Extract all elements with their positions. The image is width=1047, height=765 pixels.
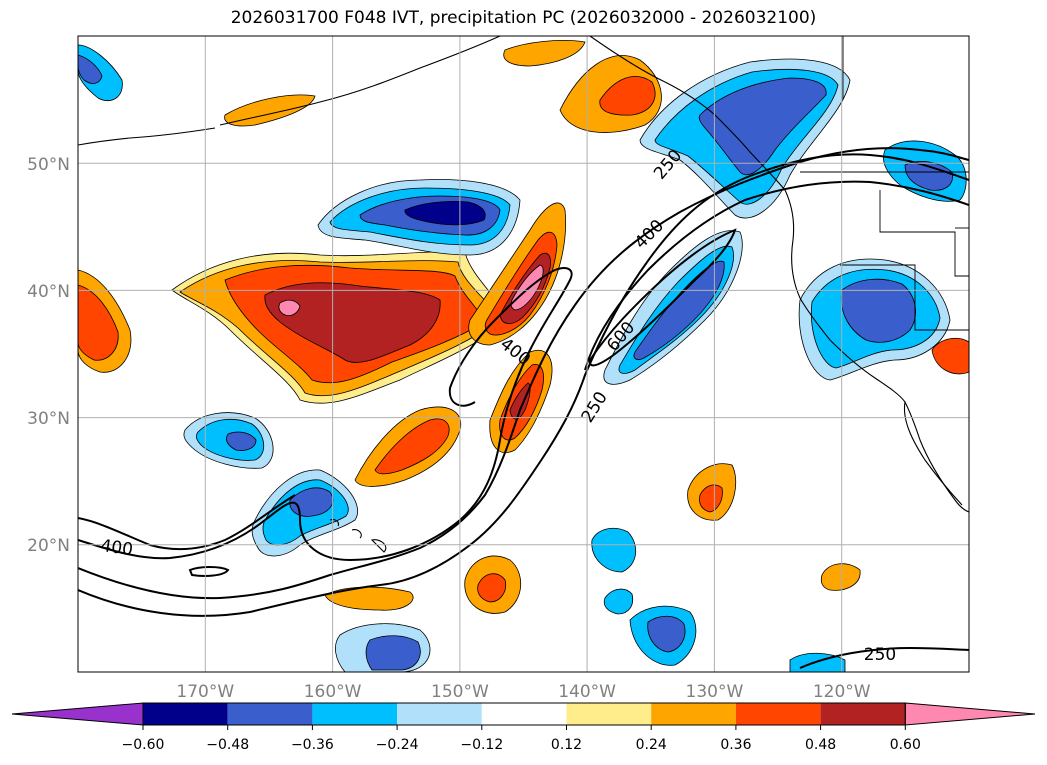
ivt-contour-400-outer	[78, 147, 969, 600]
y-tick-label: 20°N	[27, 536, 70, 556]
precip-region-negative-rockies-medium	[904, 161, 953, 191]
precip-region-subtropical-red	[374, 418, 450, 475]
colorbar-tick-label: 0.48	[805, 737, 836, 753]
coastlines	[78, 36, 969, 553]
colorbar-frame	[142, 702, 906, 726]
x-tick-label: 150°W	[431, 682, 489, 702]
y-tick-label: 40°N	[27, 282, 70, 302]
y-tick-label: 30°N	[27, 409, 70, 429]
precip-region-gulf-alaska-red	[599, 76, 656, 116]
colorbar-tick-label: −0.48	[206, 737, 249, 753]
precip-region-aleutian	[224, 94, 316, 127]
colorbar-tick-label: 0.36	[720, 737, 751, 753]
x-tick-label: 160°W	[304, 682, 362, 702]
ivt-contour-250-se	[799, 646, 969, 669]
colorbar-segment	[397, 703, 482, 725]
precip-region-bering	[503, 40, 586, 67]
precip-region-negative-south-a	[591, 527, 636, 573]
border-state-north	[879, 190, 969, 277]
ivt-contour-250-west	[78, 153, 969, 617]
colorbar-tick-label: 0.60	[890, 737, 921, 753]
colorbar-segment	[227, 703, 313, 725]
precip-region-positive-darkred	[264, 282, 441, 363]
ivt-label: 250	[864, 645, 896, 665]
gridlines	[78, 36, 969, 672]
x-axis-labels: 170°W 160°W 150°W 140°W 130°W 120°W	[176, 682, 870, 702]
map-area: 250 400 400 600 250 400 250	[78, 36, 969, 672]
colorbar-extend-low	[11, 702, 144, 726]
precip-region-negative-south-b-medium	[647, 615, 686, 653]
colorbar-tick-label: 0.12	[551, 737, 582, 753]
colorbar-segment	[820, 703, 906, 725]
colorbar-tick-label: −0.24	[376, 737, 419, 753]
x-tick-label: 170°W	[176, 682, 234, 702]
ivt-contour-400-inner	[584, 180, 969, 371]
colorbar-tick-label: −0.60	[122, 737, 165, 753]
precip-region-negative-tropics-medium	[289, 487, 334, 517]
y-axis-labels: 20°N 30°N 40°N 50°N	[27, 155, 70, 556]
colorbar-tick-label: −0.36	[291, 737, 334, 753]
precip-region-west-red	[78, 284, 119, 361]
chart-title: 2026031700 F048 IVT, precipitation PC (2…	[230, 8, 817, 28]
border-state-nevada	[840, 264, 969, 331]
precip-region-negative-south-c-medium	[365, 635, 421, 671]
colorbar-extend-high	[904, 702, 1036, 726]
precip-region-negative-south-d	[603, 588, 634, 615]
coastline-north-america	[589, 36, 969, 513]
x-tick-label: 130°W	[686, 682, 744, 702]
precip-region-negative-hawaii-medium	[226, 431, 257, 451]
x-tick-label: 140°W	[558, 682, 616, 702]
ivt-contour-small-ring	[188, 566, 230, 577]
colorbar-segment	[312, 703, 398, 725]
precip-fill	[78, 40, 969, 672]
precip-region-negative-north-dark	[404, 200, 486, 226]
colorbar: −0.60 −0.48 −0.36 −0.24 −0.12 0.12 0.24 …	[11, 702, 1036, 753]
colorbar-segment	[481, 703, 567, 725]
borders	[800, 36, 969, 331]
ivt-contour-400-loop	[78, 267, 573, 562]
y-tick-label: 50°N	[27, 155, 70, 175]
precip-region-east-b	[820, 563, 861, 591]
precip-region-negative-california-medium	[840, 278, 916, 343]
colorbar-segment	[735, 703, 821, 725]
ivt-contour-250-inner	[78, 494, 296, 551]
colorbar-segment	[143, 703, 228, 725]
colorbar-segment	[651, 703, 736, 725]
coastline-alaska-peninsula	[219, 36, 501, 126]
precip-region-east-a-red	[699, 484, 723, 513]
plot-frame	[77, 35, 970, 673]
colorbar-tick-label: −0.12	[460, 737, 503, 753]
precip-region-east-c	[931, 337, 969, 375]
precip-region-negative-bc-medium	[698, 77, 827, 176]
precip-region-south-a-red	[477, 573, 507, 603]
x-tick-label: 120°W	[813, 682, 871, 702]
coastline-hawaii	[329, 518, 387, 553]
precip-region-positive-pink	[278, 299, 301, 316]
colorbar-ticks	[142, 725, 906, 730]
precip-region-negative-nw-medium	[78, 54, 103, 84]
coastline-aleutians	[78, 127, 216, 146]
precip-region-tongue-pink	[510, 264, 544, 311]
colorbar-tick-label: 0.24	[636, 737, 667, 753]
ivt-contours	[78, 147, 969, 669]
colorbar-segment	[566, 703, 652, 725]
ivt-label: 400	[99, 536, 134, 560]
ivt-contour-600	[588, 228, 737, 367]
